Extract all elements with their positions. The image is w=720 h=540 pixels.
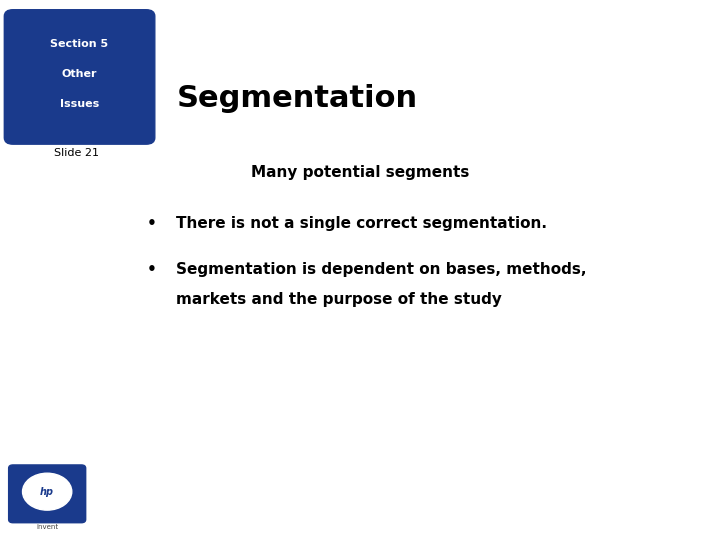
Text: Slide 21: Slide 21 [54,148,99,159]
Text: markets and the purpose of the study: markets and the purpose of the study [176,292,503,307]
FancyBboxPatch shape [4,10,155,144]
Text: Issues: Issues [60,99,99,109]
FancyBboxPatch shape [9,465,86,523]
Text: There is not a single correct segmentation.: There is not a single correct segmentati… [176,216,547,231]
Circle shape [22,473,72,510]
Text: Segmentation is dependent on bases, methods,: Segmentation is dependent on bases, meth… [176,262,587,277]
Text: Section 5: Section 5 [50,38,109,49]
Text: invent: invent [36,524,58,530]
Text: Segmentation: Segmentation [176,84,418,113]
Text: Other: Other [62,69,97,79]
Text: •: • [146,262,156,277]
Text: •: • [146,216,156,231]
Text: Many potential segments: Many potential segments [251,165,469,180]
Text: hp: hp [40,487,54,497]
